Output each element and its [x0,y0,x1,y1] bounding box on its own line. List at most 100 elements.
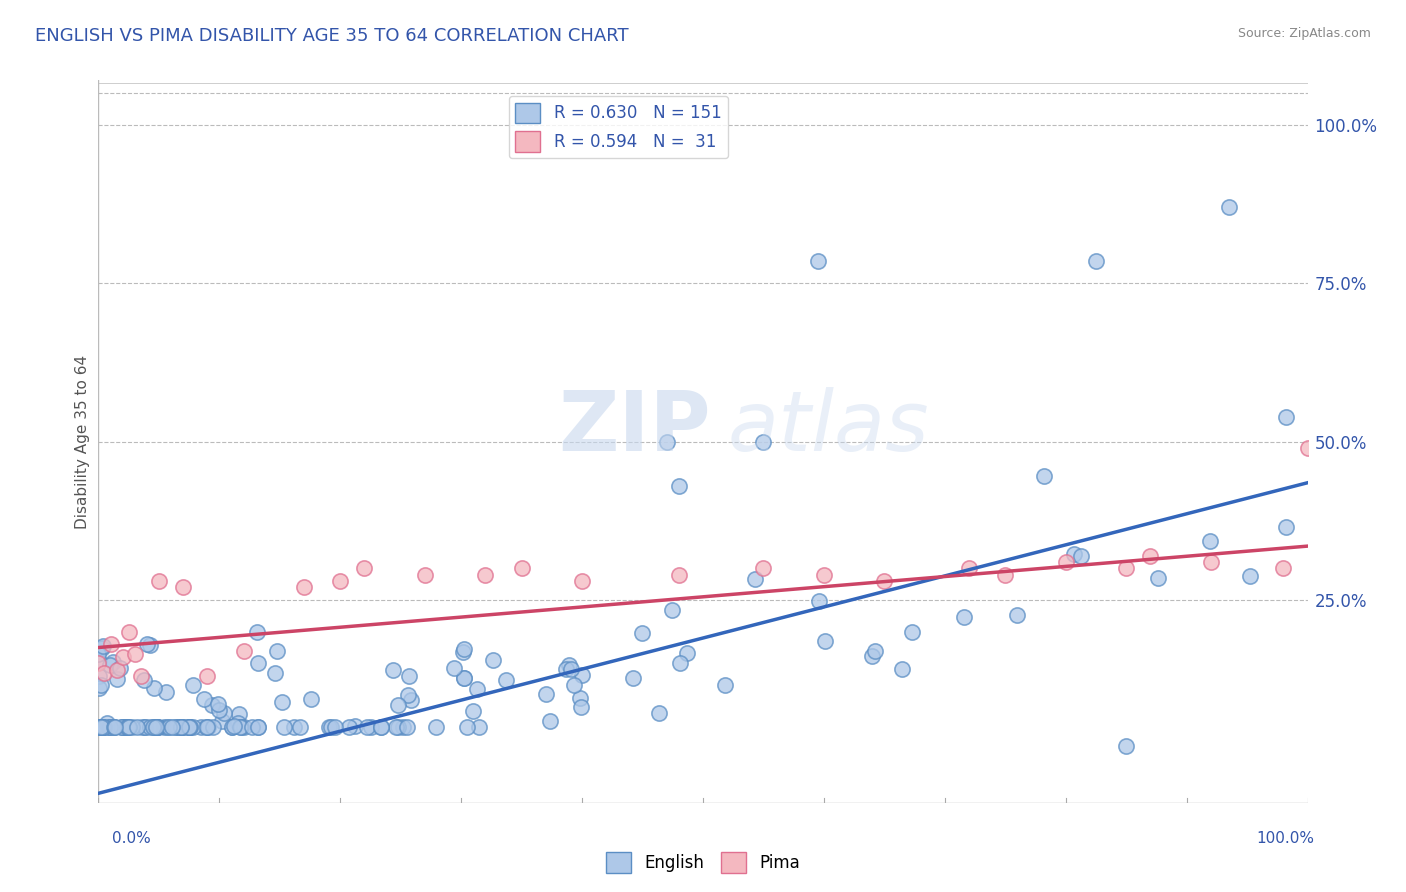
Point [143,720,166,734]
Point [271,695,294,709]
Point [873,574,896,588]
Point [1272,561,1295,575]
Point [157,720,180,734]
Point [111,720,134,734]
Point [232,720,254,734]
Point [166,720,188,734]
Point [863,644,886,658]
Point [155,684,177,698]
Point [456,720,478,734]
Point [1085,254,1108,268]
Text: atlas: atlas [727,386,929,467]
Point [146,720,169,734]
Point [290,720,312,734]
Point [118,720,141,734]
Point [229,720,252,734]
Point [208,703,231,717]
Point [562,678,585,692]
Point [387,698,409,712]
Text: ENGLISH VS PIMA DISABILITY AGE 35 TO 64 CORRELATION CHART: ENGLISH VS PIMA DISABILITY AGE 35 TO 64 … [35,27,628,45]
Point [443,661,465,675]
Point [392,720,415,734]
Point [142,681,165,696]
Point [91,720,114,734]
Point [263,665,285,680]
Point [1063,547,1085,561]
Point [98,657,121,672]
Point [957,561,980,575]
Point [121,720,143,734]
Point [621,671,644,685]
Point [1296,441,1319,455]
Point [246,624,269,639]
Point [91,720,114,734]
Point [156,720,179,734]
Point [221,720,243,734]
Text: Source: ZipAtlas.com: Source: ZipAtlas.com [1237,27,1371,40]
Point [193,691,215,706]
Point [453,642,475,657]
Point [675,646,697,660]
Point [1239,569,1261,583]
Point [124,647,146,661]
Point [134,720,156,734]
Point [195,720,218,734]
Point [425,720,447,734]
Point [90,678,112,692]
Point [146,720,169,734]
Point [115,720,138,734]
Point [329,574,352,588]
Point [247,656,270,670]
Point [323,720,346,734]
Point [1199,555,1222,569]
Point [177,720,200,734]
Point [118,624,141,639]
Point [668,567,690,582]
Point [111,720,134,734]
Point [396,720,419,734]
Point [145,720,167,734]
Point [87,720,110,734]
Point [398,669,420,683]
Point [153,720,176,734]
Point [283,720,305,734]
Point [890,662,912,676]
Point [93,720,115,734]
Text: 0.0%: 0.0% [112,831,152,846]
Point [90,640,112,655]
Point [994,567,1017,582]
Point [370,720,392,734]
Point [569,700,592,714]
Point [142,720,165,734]
Point [453,645,475,659]
Point [814,634,837,648]
Point [467,720,489,734]
Point [474,567,496,582]
Point [135,637,157,651]
Point [299,691,322,706]
Point [105,672,128,686]
Point [207,698,229,712]
Point [115,720,138,734]
Point [97,720,120,734]
Point [1275,520,1298,534]
Point [360,720,382,734]
Point [273,720,295,734]
Point [103,720,125,734]
Point [165,720,187,734]
Point [228,707,250,722]
Text: ZIP: ZIP [558,386,710,467]
Point [339,720,361,734]
Point [356,720,378,734]
Point [90,720,112,734]
Point [396,688,419,702]
Point [89,681,111,696]
Point [813,567,835,582]
Point [117,720,139,734]
Point [953,610,976,624]
Point [148,574,170,588]
Point [110,660,132,674]
Point [103,720,125,734]
Point [1218,200,1240,214]
Point [222,719,245,733]
